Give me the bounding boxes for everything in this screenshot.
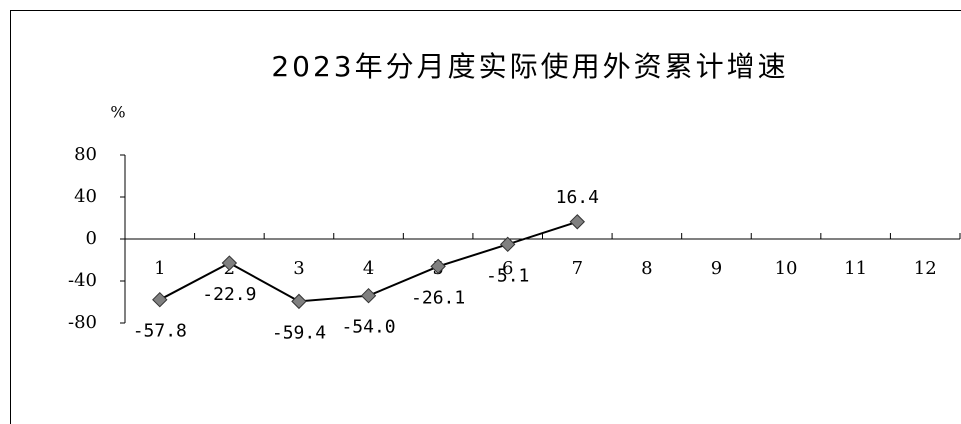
y-tick-label: -80 bbox=[68, 312, 97, 333]
x-tick-label: 12 bbox=[914, 258, 937, 279]
y-axis-label: % bbox=[110, 103, 125, 122]
marker bbox=[500, 236, 516, 253]
x-tick-label: 8 bbox=[641, 258, 652, 279]
x-tick-label: 6 bbox=[502, 258, 513, 279]
data-label: -54.0 bbox=[341, 317, 395, 338]
x-tick-label: 10 bbox=[775, 258, 798, 279]
x-tick-label: 7 bbox=[572, 258, 583, 279]
marker bbox=[360, 287, 377, 304]
chart-title: 2023年分月度实际使用外资累计增速 bbox=[271, 50, 788, 83]
y-tick-label: -40 bbox=[68, 270, 97, 291]
marker bbox=[152, 291, 168, 308]
y-tick-label: 80 bbox=[74, 144, 97, 165]
x-tick-label: 1 bbox=[154, 258, 165, 279]
y-tick-label: 0 bbox=[86, 228, 97, 249]
x-tick-label: 4 bbox=[363, 258, 374, 279]
data-label: 16.4 bbox=[556, 187, 599, 208]
x-tick-label: 11 bbox=[844, 258, 867, 279]
y-tick-label: 40 bbox=[74, 186, 97, 207]
data-label: -59.4 bbox=[272, 322, 326, 343]
data-label: -57.8 bbox=[133, 321, 187, 342]
data-label: -26.1 bbox=[411, 287, 465, 308]
marker bbox=[221, 255, 238, 271]
frame bbox=[10, 10, 961, 424]
data-label: -22.9 bbox=[202, 284, 256, 305]
marker bbox=[569, 214, 585, 230]
marker bbox=[291, 293, 307, 310]
x-tick-label: 9 bbox=[711, 258, 722, 279]
data-label: -5.1 bbox=[486, 265, 529, 286]
marker bbox=[430, 258, 446, 275]
x-tick-label: 3 bbox=[293, 258, 304, 279]
